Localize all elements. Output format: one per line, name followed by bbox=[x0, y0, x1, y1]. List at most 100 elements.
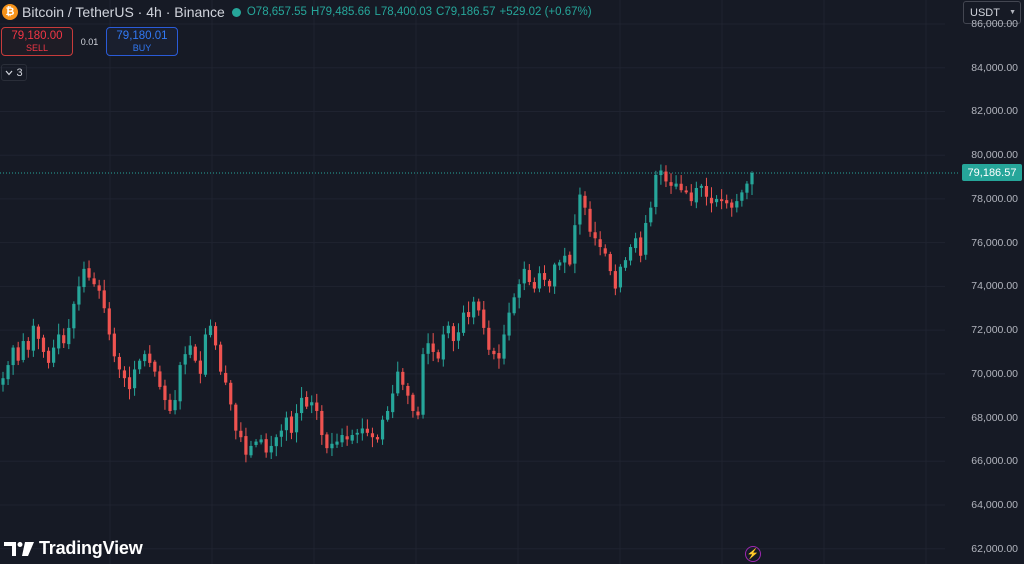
candle-body bbox=[284, 417, 289, 431]
market-open-indicator bbox=[231, 7, 241, 17]
candle-body bbox=[274, 437, 278, 447]
candle-body bbox=[558, 262, 562, 266]
candle-body bbox=[694, 188, 698, 203]
candle-body bbox=[127, 377, 132, 390]
candle-body bbox=[725, 200, 729, 204]
candle-body bbox=[57, 334, 61, 349]
candle-body bbox=[360, 428, 364, 434]
tradingview-logo-icon bbox=[4, 541, 34, 556]
candle-body bbox=[173, 400, 177, 411]
candle-body bbox=[31, 325, 35, 351]
candle-body bbox=[411, 394, 415, 411]
candle-body bbox=[461, 312, 466, 333]
close-label: C bbox=[436, 6, 445, 18]
candle-body bbox=[532, 282, 536, 289]
candle-body bbox=[213, 326, 218, 346]
candle-body bbox=[188, 345, 192, 355]
candle-body bbox=[659, 170, 663, 176]
tradingview-logo[interactable]: TradingView bbox=[4, 538, 143, 559]
indicators-toggle-button[interactable]: 3 bbox=[1, 64, 27, 81]
candle-body bbox=[634, 238, 638, 249]
candle-body bbox=[294, 413, 299, 433]
candle-body bbox=[254, 441, 258, 445]
price-axis-tick: 66,000.00 bbox=[971, 455, 1018, 468]
candle-body bbox=[102, 290, 106, 309]
candle-body bbox=[330, 443, 334, 449]
sell-price: 79,180.00 bbox=[11, 29, 63, 42]
candle-body bbox=[441, 334, 445, 360]
indicator-count: 3 bbox=[16, 66, 23, 79]
price-axis-tick: 78,000.00 bbox=[971, 192, 1018, 205]
buy-button[interactable]: 79,180.01 BUY bbox=[106, 27, 178, 56]
candle-body bbox=[396, 371, 400, 394]
price-axis-tick: 68,000.00 bbox=[971, 411, 1018, 424]
trade-panel: 79,180.00 SELL 0.01 79,180.01 BUY bbox=[1, 27, 178, 56]
candle-body bbox=[198, 360, 202, 374]
price-axis-tick: 72,000.00 bbox=[971, 324, 1018, 337]
candle-body bbox=[583, 195, 587, 208]
candle-body bbox=[153, 361, 157, 372]
lightning-icon[interactable]: ⚡ bbox=[745, 546, 761, 562]
candle-body bbox=[1, 378, 5, 385]
candle-body bbox=[370, 433, 375, 438]
candle-body bbox=[163, 385, 167, 401]
candle-body bbox=[542, 273, 547, 280]
chevron-down-icon bbox=[5, 70, 13, 75]
candle-body bbox=[623, 260, 628, 268]
candle-body bbox=[709, 197, 714, 204]
candle-body bbox=[26, 341, 30, 350]
buy-price: 79,180.01 bbox=[116, 29, 168, 42]
candle-body bbox=[613, 271, 617, 289]
symbol-title[interactable]: Bitcoin / TetherUS · 4h · Binance bbox=[22, 4, 225, 20]
candle-body bbox=[492, 350, 496, 355]
candle-body bbox=[436, 352, 440, 359]
candle-body bbox=[92, 278, 96, 285]
candle-body bbox=[507, 312, 511, 336]
ohlc-values: O78,657.55 H79,485.66 L78,400.03 C79,186… bbox=[247, 6, 592, 18]
candle-body bbox=[618, 266, 623, 288]
candle-body bbox=[421, 354, 425, 415]
candle-body bbox=[325, 434, 329, 449]
candle-body bbox=[431, 343, 435, 352]
currency-label: USDT bbox=[970, 6, 1000, 19]
candle-body bbox=[299, 397, 304, 414]
change-value: +529.02 (+0.67%) bbox=[499, 6, 592, 18]
candle-body bbox=[234, 404, 238, 431]
candle-body bbox=[573, 225, 577, 264]
candle-body bbox=[36, 326, 41, 339]
candle-body bbox=[472, 301, 476, 318]
candle-body bbox=[482, 309, 486, 328]
candle-body bbox=[11, 347, 15, 366]
candle-body bbox=[527, 270, 531, 282]
currency-selector[interactable]: USDT ▼ bbox=[963, 1, 1021, 24]
candle-body bbox=[244, 436, 248, 455]
candle-body bbox=[107, 308, 111, 335]
candle-body bbox=[193, 346, 197, 361]
candle-body bbox=[52, 347, 56, 363]
candle-body bbox=[669, 182, 673, 186]
candle-body bbox=[608, 254, 612, 272]
candle-body bbox=[740, 192, 744, 201]
candle-body bbox=[745, 183, 749, 193]
candle-body bbox=[178, 365, 182, 402]
chart-legend: ₿ Bitcoin / TetherUS · 4h · Binance O78,… bbox=[0, 3, 592, 21]
candle-body bbox=[310, 402, 314, 406]
price-axis-tick: 82,000.00 bbox=[971, 105, 1018, 118]
sell-button[interactable]: 79,180.00 SELL bbox=[1, 27, 73, 56]
candle-body bbox=[720, 199, 724, 202]
price-axis-tick: 70,000.00 bbox=[971, 367, 1018, 380]
high-value: 79,485.66 bbox=[319, 6, 371, 18]
candle-body bbox=[355, 432, 359, 435]
candle-body bbox=[208, 325, 213, 336]
candle-body bbox=[239, 430, 243, 438]
candle-body bbox=[305, 396, 309, 407]
price-axis-tick: 80,000.00 bbox=[971, 149, 1018, 162]
open-value: 78,657.55 bbox=[255, 6, 307, 18]
price-axis-tick: 86,000.00 bbox=[971, 18, 1018, 31]
candle-body bbox=[598, 239, 602, 248]
candle-body bbox=[466, 312, 471, 317]
candle-body bbox=[21, 341, 25, 360]
spread-value: 0.01 bbox=[80, 36, 99, 47]
chart-grid bbox=[0, 0, 945, 564]
